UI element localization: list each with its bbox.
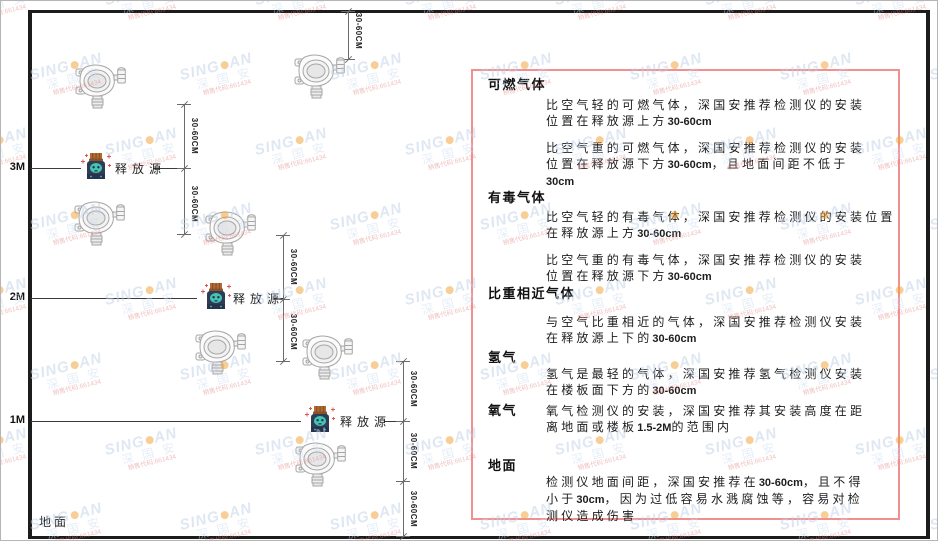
text-line: 在释放源上下的30-60cm bbox=[546, 331, 697, 345]
ceiling-line bbox=[28, 10, 930, 13]
panel-section: 地面检测仪地面间距，深国安推荐在30-60cm，且不得 小于30cm，因为过低容易… bbox=[488, 458, 890, 534]
section-paragraph: 比空气轻的可燃气体，深国安推荐检测仪的安装 位置在释放源上方30-60cm bbox=[546, 97, 890, 130]
gas-detector-icon bbox=[74, 63, 126, 114]
section-body: 比空气轻的可燃气体，深国安推荐检测仪的安装 位置在释放源上方30-60cm 比空气重… bbox=[546, 97, 890, 190]
section-heading: 氧气 bbox=[488, 403, 518, 418]
section-paragraph: 氧气检测仪的安装，深国安推荐其安装高度在距 离地面或楼板1.5-2M的范围内 bbox=[546, 403, 890, 436]
release-source-icon bbox=[199, 282, 233, 317]
release-source-label: 释放源 bbox=[233, 292, 285, 306]
section-paragraph: 检测仪地面间距，深国安推荐在30-60cm，且不得 小于30cm，因为过低容易水溅… bbox=[546, 474, 890, 524]
right-wall-line bbox=[926, 10, 930, 539]
level-line bbox=[31, 421, 301, 422]
section-paragraph: 氢气是最轻的气体，深国安推荐氢气检测仪安装 在楼板面下方的30-60cm bbox=[546, 366, 890, 399]
text-line: 氢气是最轻的气体，深国安推荐氢气检测仪安装 bbox=[546, 367, 866, 381]
level-line bbox=[31, 168, 81, 169]
section-heading: 可燃气体 bbox=[488, 77, 547, 92]
text-line: 在楼板面下方的30-60cm bbox=[546, 383, 697, 397]
height-label: 3M bbox=[9, 161, 25, 173]
release-source-icon bbox=[303, 405, 337, 440]
release-source-label: 释放源 bbox=[340, 415, 392, 429]
section-body: 比空气轻的有毒气体，深国安推荐检测仪的安装位置 在释放源上方30-60cm 比空气重… bbox=[546, 209, 896, 285]
section-body: 氧气检测仪的安装，深国安推荐其安装高度在距 离地面或楼板1.5-2M的范围内 bbox=[546, 403, 890, 436]
section-heading: 地面 bbox=[488, 458, 518, 473]
left-wall-line bbox=[28, 10, 32, 539]
section-heading: 比重相近气体 bbox=[488, 286, 576, 301]
level-line bbox=[153, 168, 184, 169]
gas-detector-icon bbox=[194, 329, 246, 380]
release-source-label: 释放源 bbox=[115, 162, 167, 176]
text-line: 与空气比重相近的气体，深国安推荐检测仪安装 bbox=[546, 315, 866, 329]
level-line bbox=[31, 298, 197, 299]
panel-section: 比重相近气体与空气比重相近的气体，深国安推荐检测仪安装 在释放源上下的30-60c… bbox=[488, 286, 890, 357]
text-line: 检测仪地面间距，深国安推荐在30-60cm，且不得 bbox=[546, 475, 864, 489]
height-label: 2M bbox=[9, 291, 25, 303]
height-label: 1M bbox=[9, 414, 25, 426]
section-body: 与空气比重相近的气体，深国安推荐检测仪安装 在释放源上下的30-60cm bbox=[546, 314, 890, 347]
gas-detector-icon bbox=[73, 200, 125, 251]
panel-section: 有毒气体比空气轻的有毒气体，深国安推荐检测仪的安装位置 在释放源上方30-60cm… bbox=[488, 190, 896, 295]
gas-detector-icon bbox=[204, 210, 256, 261]
text-line: 比空气轻的可燃气体，深国安推荐检测仪的安装 bbox=[546, 98, 866, 112]
section-paragraph: 比空气轻的有毒气体，深国安推荐检测仪的安装位置 在释放源上方30-60cm bbox=[546, 209, 896, 242]
gas-detector-icon bbox=[294, 441, 346, 492]
release-source-icon bbox=[79, 152, 113, 187]
section-paragraph: 比空气重的可燃气体，深国安推荐检测仪的安装 位置在释放源下方30-60cm，且地面… bbox=[546, 140, 890, 190]
panel-section: 氢气氢气是最轻的气体，深国安推荐氢气检测仪安装 在楼板面下方的30-60cm bbox=[488, 350, 890, 409]
recommendation-panel: 可燃气体比空气轻的可燃气体，深国安推荐检测仪的安装 位置在释放源上方30-60cm… bbox=[471, 69, 900, 523]
level-line bbox=[384, 421, 403, 422]
text-line: 比空气轻的有毒气体，深国安推荐检测仪的安装位置 bbox=[546, 210, 896, 224]
text-line: 30cm bbox=[546, 176, 575, 188]
level-line bbox=[273, 298, 283, 299]
dimension-line bbox=[348, 11, 349, 59]
section-paragraph: 与空气比重相近的气体，深国安推荐检测仪安装 在释放源上下的30-60cm bbox=[546, 314, 890, 347]
section-paragraph: 比空气重的有毒气体，深国安推荐检测仪的安装 位置在释放源下方30-60cm bbox=[546, 252, 890, 285]
section-heading: 有毒气体 bbox=[488, 190, 547, 205]
text-line: 位置在释放源下方30-60cm bbox=[546, 269, 712, 283]
text-line: 小于30cm，因为过低容易水溅腐蚀等，容易对检 bbox=[546, 492, 863, 506]
text-line: 测仪造成伤害 bbox=[546, 509, 638, 523]
ground-line bbox=[28, 536, 930, 539]
text-line: 比空气重的可燃气体，深国安推荐检测仪的安装 bbox=[546, 141, 866, 155]
section-heading: 氢气 bbox=[488, 350, 518, 365]
text-line: 位置在释放源下方30-60cm，且地面间距不低于 bbox=[546, 157, 849, 171]
gas-detector-icon bbox=[293, 53, 345, 104]
panel-section: 氧气 氧气检测仪的安装，深国安推荐其安装高度在距 离地面或楼板1.5-2M的范围内 bbox=[488, 403, 890, 446]
section-body: 检测仪地面间距，深国安推荐在30-60cm，且不得 小于30cm，因为过低容易水溅… bbox=[546, 474, 890, 524]
text-line: 位置在释放源上方30-60cm bbox=[546, 114, 712, 128]
text-line: 在释放源上方30-60cm bbox=[546, 226, 682, 240]
gas-detector-icon bbox=[301, 334, 353, 385]
dimension-line bbox=[403, 361, 404, 536]
section-body: 氢气是最轻的气体，深国安推荐氢气检测仪安装 在楼板面下方的30-60cm bbox=[546, 366, 890, 399]
ground-label: 地面 bbox=[39, 515, 70, 529]
text-line: 比空气重的有毒气体，深国安推荐检测仪的安装 bbox=[546, 253, 866, 267]
panel-section: 可燃气体比空气轻的可燃气体，深国安推荐检测仪的安装 位置在释放源上方30-60cm… bbox=[488, 77, 890, 200]
text-line: 氧气检测仪的安装，深国安推荐其安装高度在距 bbox=[546, 404, 866, 418]
text-line: 离地面或楼板1.5-2M的范围内 bbox=[546, 420, 733, 434]
